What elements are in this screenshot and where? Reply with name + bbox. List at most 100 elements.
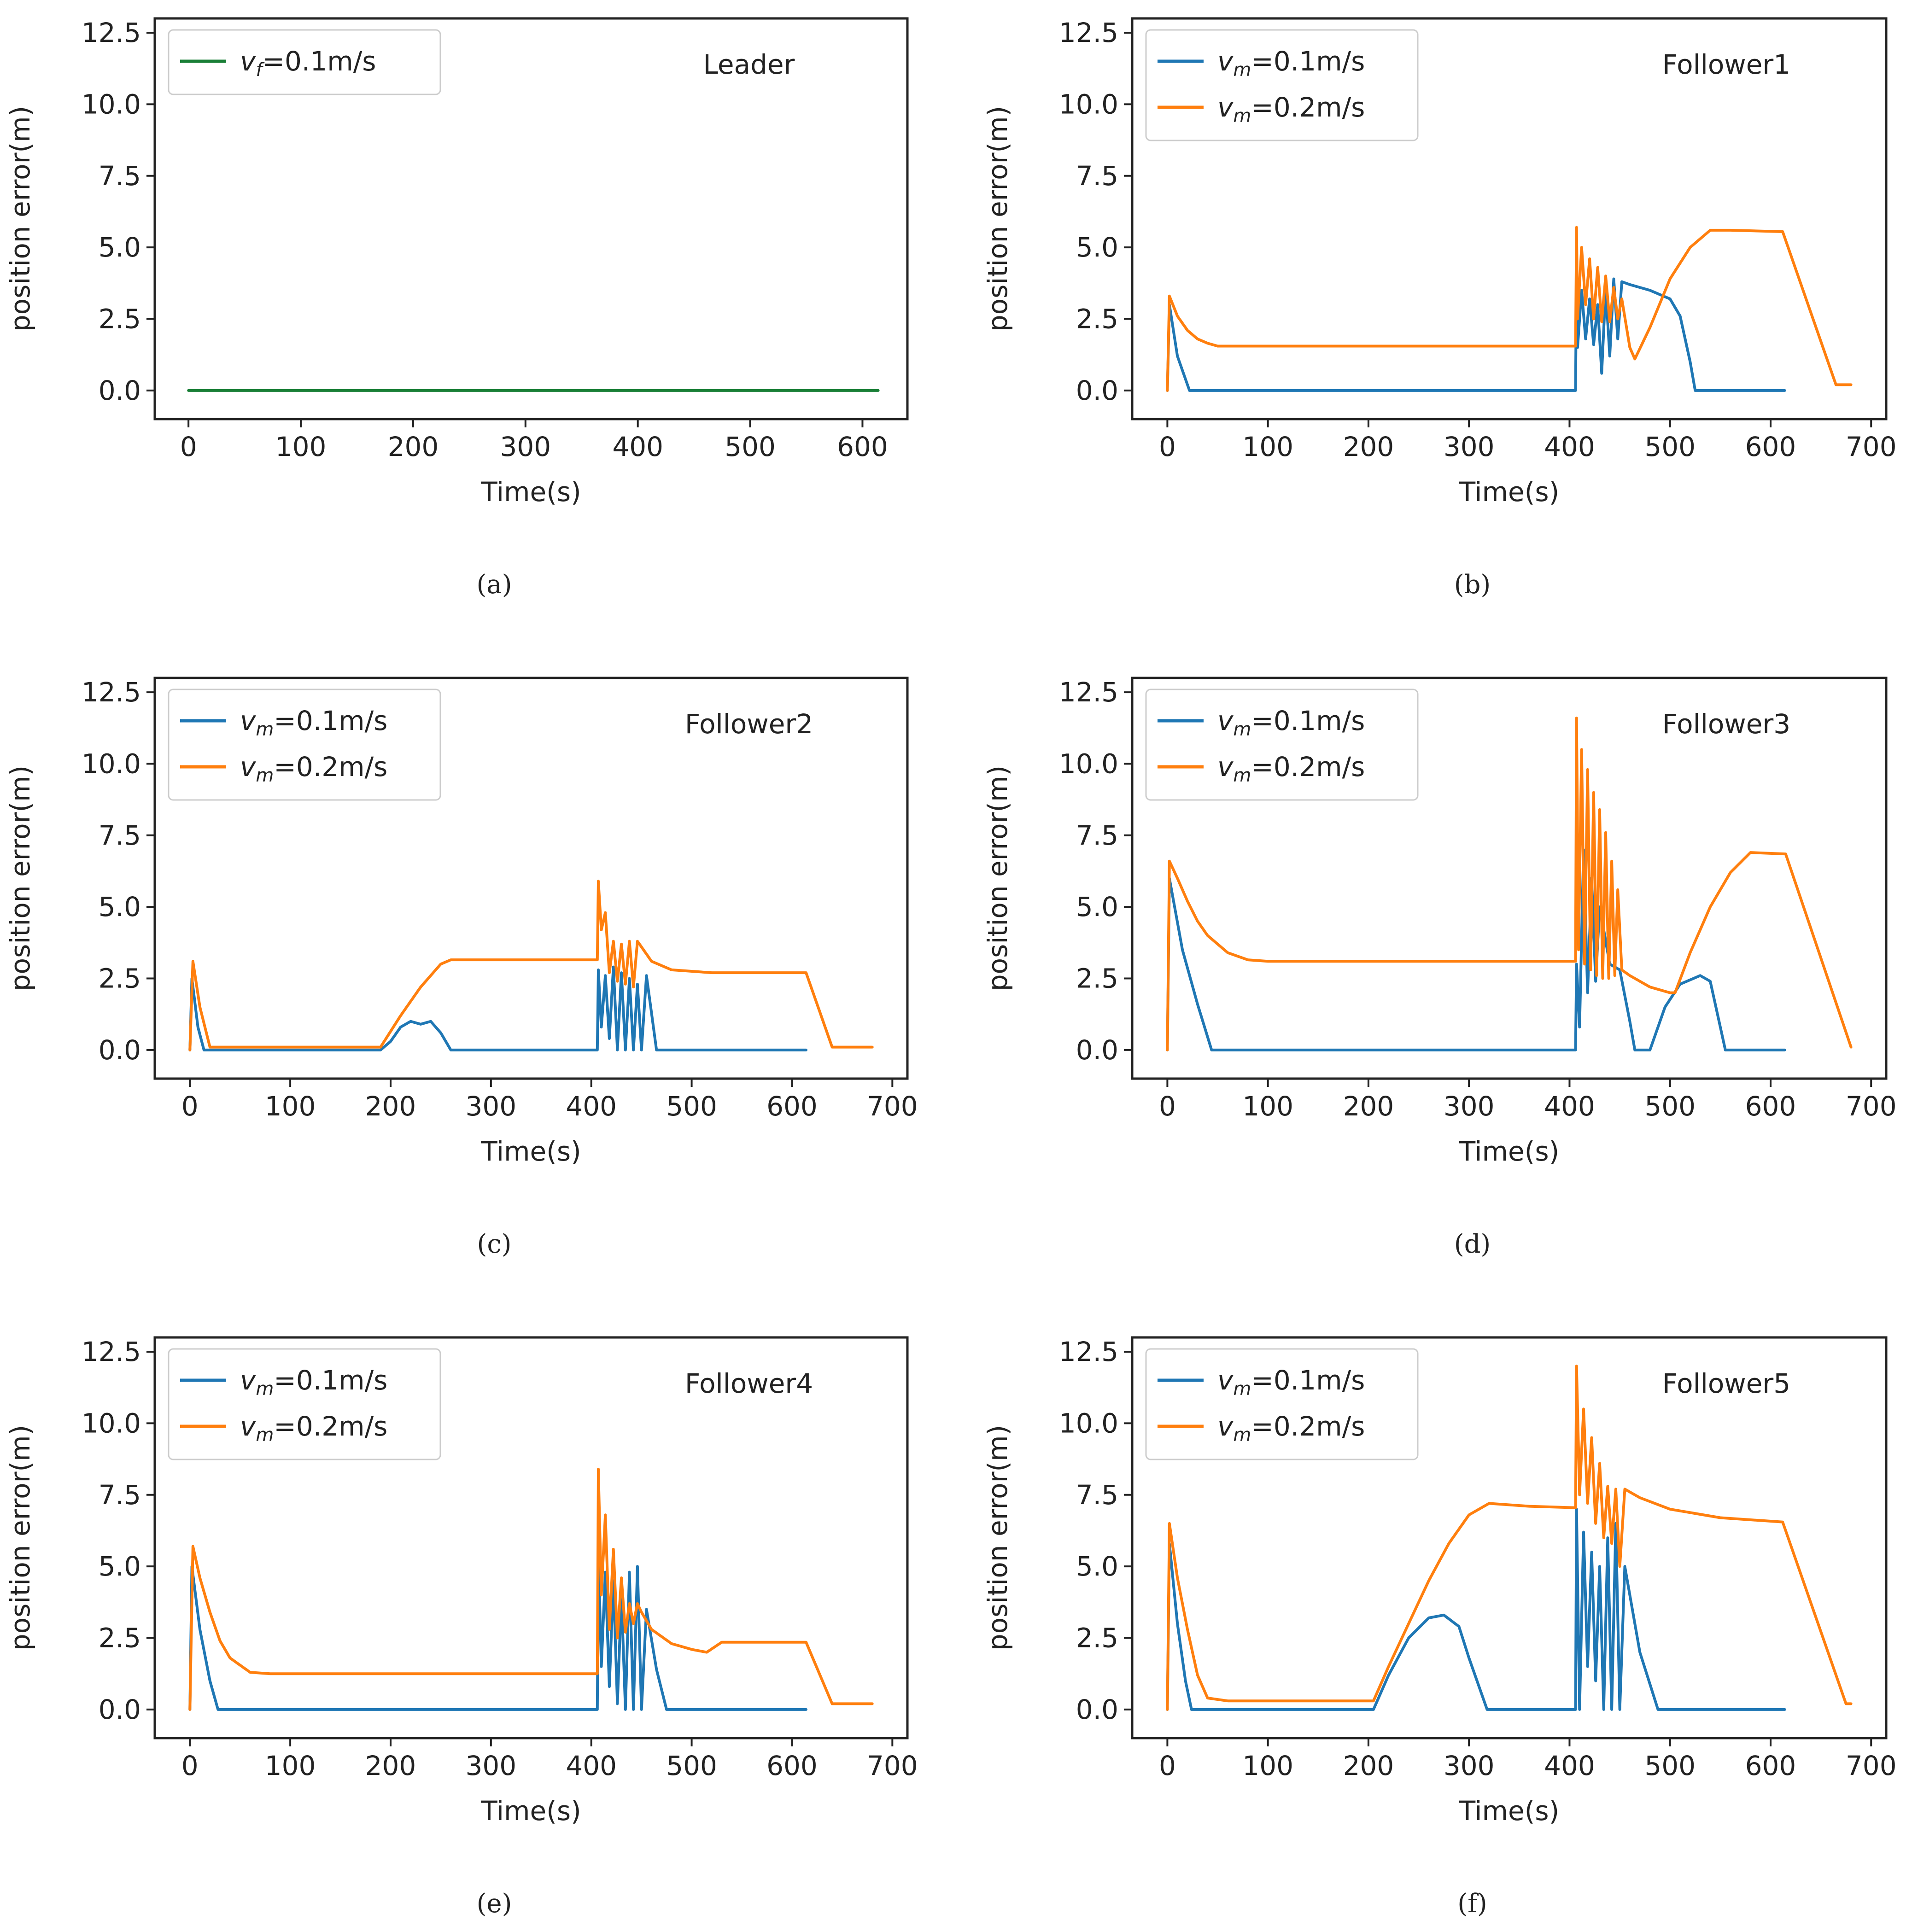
legend-label: vf=0.1m/s [240,46,376,81]
series-line-c-2 [188,880,874,1051]
y-tick-label: 10.0 [82,1407,141,1439]
x-tick-label: 400 [1544,431,1595,462]
series-line-e-2 [188,1467,874,1711]
panel-title: Follower4 [685,1368,813,1399]
chart-panel-a: 0 100 200 300 400 500 600 0.0 2.5 5.0 7.5 10.0 12.5 T… [5,17,909,600]
series-line-b-1 [1166,260,1786,392]
y-axis-label: position error(m) [5,1425,36,1651]
series-line-f-2 [1166,1365,1853,1711]
x-tick-label: 300 [1444,431,1495,462]
x-tick-label: 500 [1644,1091,1696,1122]
x-tick-label: 700 [867,1750,918,1781]
legend [1145,689,1419,801]
x-tick-label: 0 [1159,431,1176,462]
x-tick-label: 100 [1242,1091,1293,1122]
y-tick-label: 0.0 [1076,375,1118,406]
y-tick-label: 12.5 [82,677,141,708]
y-tick-label: 2.5 [99,963,141,994]
x-tick-label: 400 [566,1091,617,1122]
y-tick-label: 12.5 [1059,17,1118,48]
series-line-f-1 [1166,1507,1786,1711]
x-tick-label: 300 [1444,1750,1495,1781]
y-axis-label: position error(m) [982,106,1013,332]
y-tick-label: 2.5 [99,304,141,335]
series-line-d-2 [1166,717,1853,1051]
legend [168,689,441,801]
chart-panel-c: 0 100 200 300 400 500 600 700 0.0 2.5 5.0 7.5 10.0 12… [5,677,918,1259]
x-tick-label: 500 [725,431,776,462]
panel-title: Follower2 [685,708,813,740]
legend-label: vm=0.2m/s [1217,1411,1365,1446]
chart-panel-b: 0 100 200 300 400 500 600 700 0.0 2.5 5.0 7.5 10.0 12… [982,17,1897,600]
x-tick-label: 700 [1846,431,1897,462]
y-axis-label: position error(m) [5,106,36,332]
panel-caption: (d) [1454,1229,1491,1259]
series-line-b-2 [1166,226,1853,392]
x-tick-label: 200 [1343,431,1394,462]
y-tick-label: 10.0 [1059,748,1118,779]
legend [168,29,441,95]
panel-caption: (a) [476,570,512,600]
x-tick-label: 100 [1242,1750,1293,1781]
x-tick-label: 600 [766,1091,818,1122]
x-tick-label: 100 [265,1750,316,1781]
x-tick-label: 400 [612,431,663,462]
y-axis-label: position error(m) [5,765,36,991]
plot-frame [153,677,909,1080]
y-tick-label: 5.0 [99,232,141,263]
x-tick-label: 0 [1159,1750,1176,1781]
y-tick-label: 12.5 [1059,677,1118,708]
y-tick-label: 5.0 [1076,891,1118,922]
x-tick-label: 100 [1242,431,1293,462]
legend-label: vm=0.1m/s [1217,1365,1365,1400]
y-tick-label: 10.0 [82,88,141,120]
x-tick-label: 500 [1644,431,1696,462]
plot-frame [153,17,909,420]
y-tick-label: 10.0 [82,748,141,779]
y-tick-label: 12.5 [82,17,141,48]
legend [168,1348,441,1460]
legend-label: vm=0.1m/s [240,1365,387,1400]
legend-label: vm=0.2m/s [1217,751,1365,786]
y-tick-label: 7.5 [99,1479,141,1511]
x-tick-label: 500 [666,1091,717,1122]
plot-frame [1131,17,1888,420]
y-tick-label: 7.5 [99,160,141,192]
legend-label: vm=0.2m/s [240,751,387,786]
x-tick-label: 400 [566,1750,617,1781]
x-tick-label: 300 [465,1091,516,1122]
x-axis-label: Time(s) [480,1136,581,1167]
x-tick-label: 700 [867,1091,918,1122]
x-tick-label: 600 [1745,1091,1796,1122]
x-tick-label: 600 [1745,431,1796,462]
y-tick-label: 0.0 [99,1694,141,1725]
panel-title: Follower3 [1662,708,1790,740]
y-tick-label: 12.5 [1059,1336,1118,1367]
y-tick-label: 5.0 [1076,232,1118,263]
y-tick-label: 12.5 [82,1336,141,1367]
x-tick-label: 0 [181,1750,199,1781]
y-axis-label: position error(m) [982,1425,1013,1651]
panel-title: Follower1 [1662,49,1790,80]
x-tick-label: 500 [666,1750,717,1781]
x-axis-label: Time(s) [1459,1136,1559,1167]
legend-label: vm=0.2m/s [1217,92,1365,127]
y-tick-label: 7.5 [1076,820,1118,851]
x-tick-label: 500 [1644,1750,1696,1781]
legend-label: vm=0.1m/s [1217,705,1365,740]
y-tick-label: 0.0 [1076,1034,1118,1066]
x-tick-label: 0 [1159,1091,1176,1122]
x-tick-label: 700 [1846,1750,1897,1781]
y-tick-label: 5.0 [1076,1551,1118,1582]
y-tick-label: 10.0 [1059,1407,1118,1439]
y-tick-label: 7.5 [99,820,141,851]
panel-caption: (b) [1454,570,1491,600]
y-tick-label: 5.0 [99,891,141,922]
panel-title: Follower5 [1662,1368,1790,1399]
x-tick-label: 200 [388,431,439,462]
x-tick-label: 200 [1343,1091,1394,1122]
x-axis-label: Time(s) [1459,1795,1559,1827]
x-tick-label: 100 [275,431,327,462]
legend [1145,29,1419,141]
